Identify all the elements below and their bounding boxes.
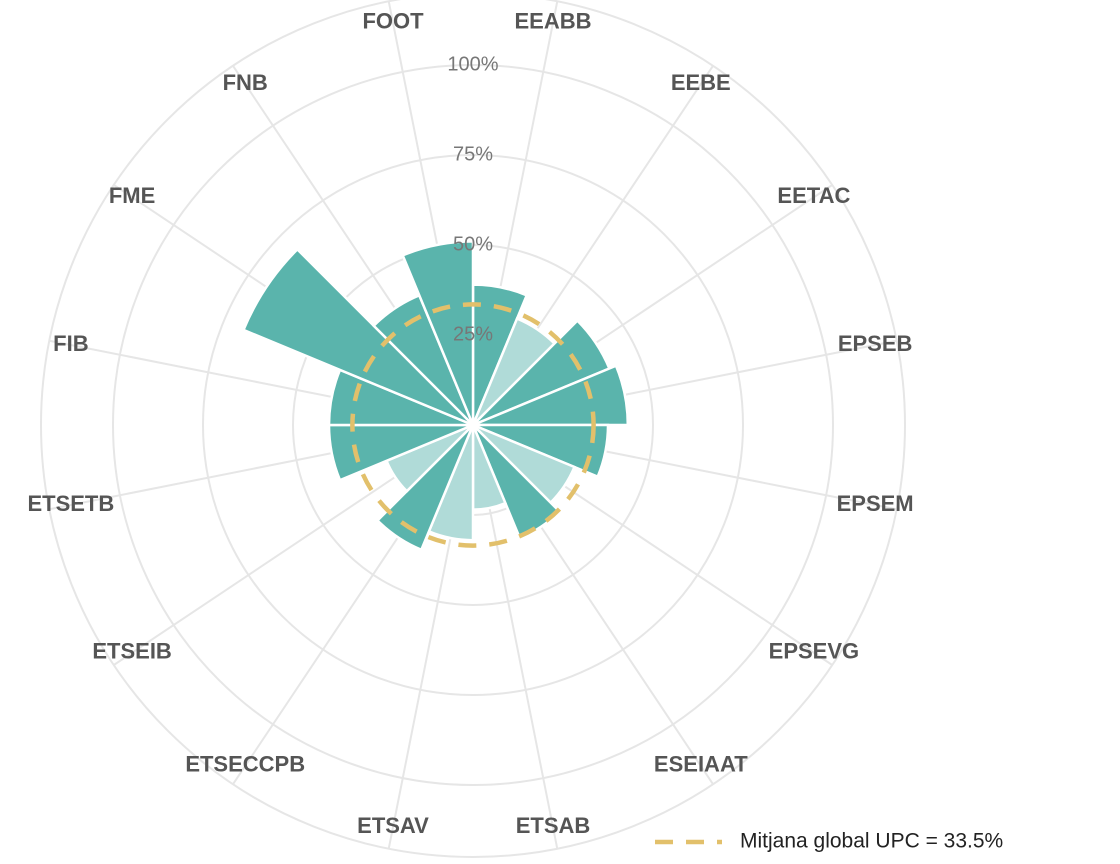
category-label: ETSAB: [516, 813, 591, 838]
category-label: ETSETB: [27, 491, 114, 516]
reference-circle: [350, 302, 596, 548]
category-label: EEBE: [671, 70, 731, 95]
grid-circle: [202, 154, 744, 696]
category-label: EEABB: [514, 9, 591, 34]
category-label: ESEIAAT: [654, 752, 748, 777]
bar: [241, 247, 474, 427]
bar: [472, 364, 630, 427]
y-tick-label: 50%: [453, 233, 493, 255]
category-label: ETSECCPB: [185, 752, 305, 777]
y-tick-label: 75%: [453, 143, 493, 165]
legend-label: Mitjana global UPC = 33.5%: [740, 830, 1003, 853]
bar: [375, 424, 475, 552]
category-label: FNB: [223, 70, 268, 95]
bar: [401, 240, 475, 426]
category-label: EPSEVG: [769, 639, 859, 664]
category-label: FOOT: [362, 9, 424, 34]
category-label: ETSAV: [357, 813, 429, 838]
category-label: EPSEM: [837, 491, 914, 516]
category-label: FME: [109, 183, 155, 208]
y-tick-label: 25%: [453, 323, 493, 345]
category-label: FIB: [53, 331, 88, 356]
grid-circle: [112, 64, 834, 786]
category-label: ETSEIB: [92, 639, 171, 664]
category-label: EETAC: [777, 183, 850, 208]
grid-circle: [40, 0, 906, 858]
y-tick-label: 100%: [447, 53, 498, 75]
category-label: EPSEB: [838, 331, 913, 356]
